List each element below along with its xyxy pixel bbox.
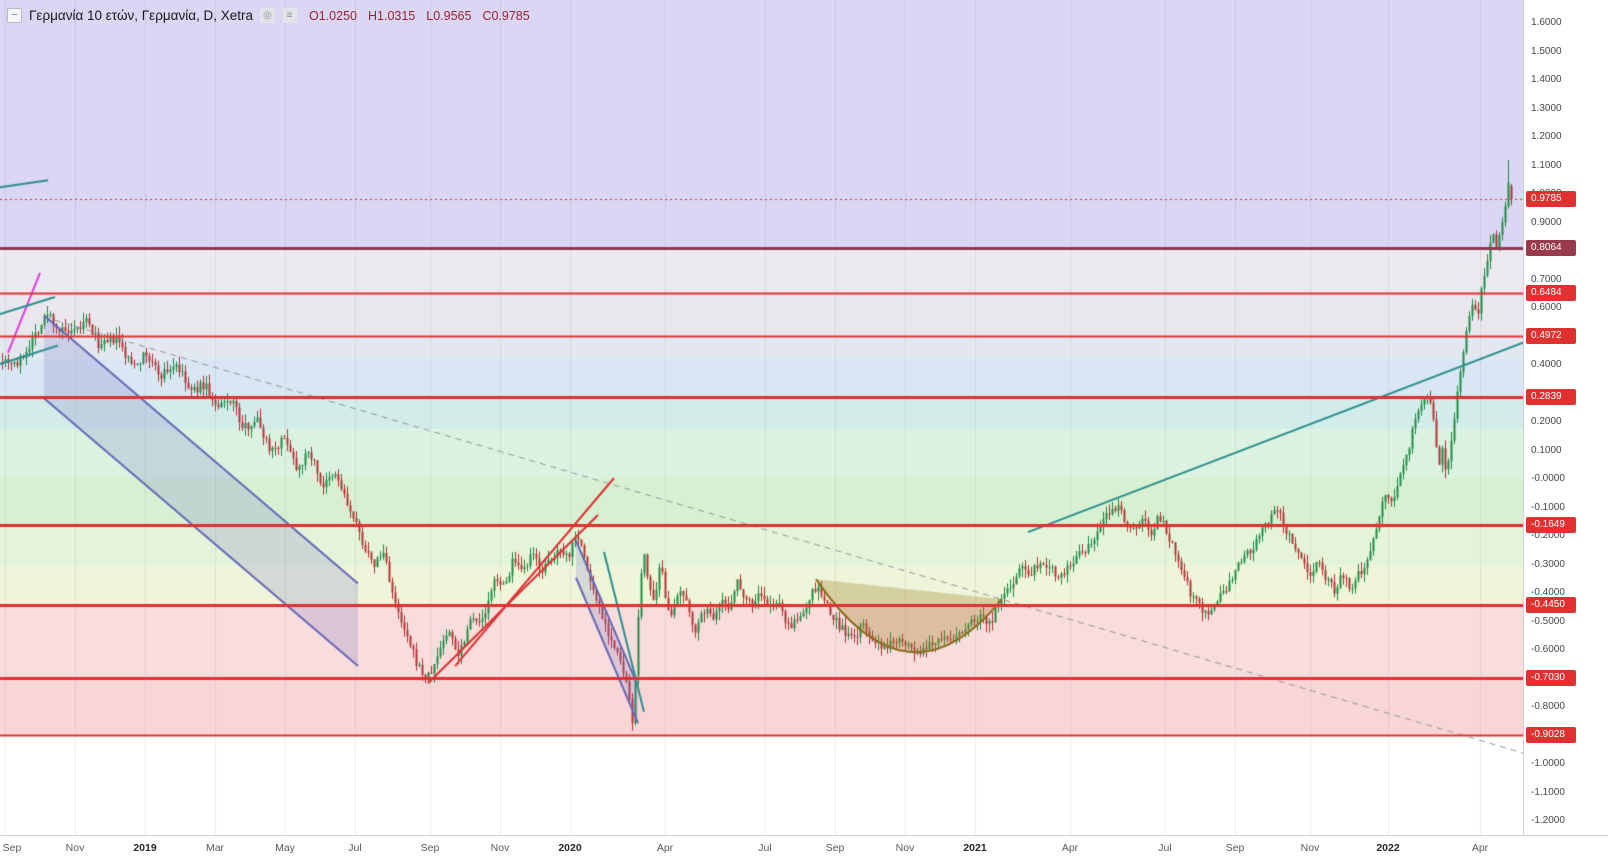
price-level-badge: -0.7030 [1526, 670, 1576, 687]
ohlc-h-value: H1.0315 [368, 8, 416, 23]
time-label: Sep [420, 842, 440, 854]
price-level-badge: 0.6484 [1526, 285, 1576, 302]
symbol-legend: − Γερμανία 10 ετών, Γερμανία, D, Xetra ◎… [7, 8, 530, 23]
legend-menu-icon[interactable]: ≡ [282, 8, 298, 23]
time-label: Jul [758, 842, 772, 854]
time-label: Apr [1471, 842, 1489, 854]
time-label: 2020 [558, 842, 582, 854]
price-tick: 0.2000 [1531, 416, 1562, 427]
price-tick: 1.2000 [1531, 131, 1562, 142]
price-tick: -0.3000 [1531, 558, 1565, 570]
price-level-badge: -0.4450 [1526, 596, 1576, 613]
time-label: 2019 [133, 842, 157, 854]
price-tick: 0.6000 [1531, 302, 1562, 313]
price-tick: -0.1000 [1531, 501, 1565, 513]
time-label: Mar [205, 842, 225, 854]
price-level-badge: -0.1649 [1526, 517, 1576, 533]
time-label: 2022 [1376, 842, 1400, 854]
price-tick: 1.5000 [1531, 45, 1562, 57]
price-tick: -0.4000 [1531, 587, 1565, 598]
time-label: May [275, 842, 295, 854]
price-level-badge: 0.9785 [1526, 191, 1576, 208]
symbol-title[interactable]: Γερμανία 10 ετών, Γερμανία, D, Xetra [29, 8, 254, 23]
time-label: Apr [656, 842, 674, 854]
price-chart-canvas[interactable] [0, 0, 1523, 835]
price-tick: 0.7000 [1531, 273, 1562, 285]
price-tick: 1.4000 [1531, 74, 1562, 85]
price-level-badge: 0.4972 [1526, 328, 1576, 345]
price-axis[interactable]: 1.60001.50001.40001.30001.20001.10001.00… [1523, 0, 1608, 835]
ohlc-values: O1.0250 H1.0315 L0.9565 C0.9785 [309, 9, 530, 23]
price-tick: -1.2000 [1531, 815, 1565, 826]
time-label: Nov [895, 842, 915, 854]
price-tick: 0.9000 [1531, 216, 1562, 228]
time-axis[interactable]: Sep Nov 2019 Mar May Jul Sep Nov 2020 Apr Jul Sep No… [0, 835, 1608, 866]
ohlc-o-value: O1.0250 [309, 8, 357, 23]
price-level-badge: -0.9028 [1526, 727, 1576, 744]
price-tick: 0.4000 [1531, 359, 1562, 370]
price-tick: -0.5000 [1531, 615, 1565, 627]
price-tick: 0.1000 [1531, 444, 1562, 456]
price-tick: 1.1000 [1531, 159, 1562, 171]
time-label: Nov [1300, 842, 1320, 854]
price-tick: -0.8000 [1531, 701, 1565, 712]
time-label: Sep [2, 842, 22, 854]
chart-plot-area[interactable]: − Γερμανία 10 ετών, Γερμανία, D, Xetra ◎… [0, 0, 1523, 835]
price-tick: -0.6000 [1531, 644, 1565, 655]
price-tick: -0.2000 [1531, 530, 1565, 541]
time-label: Jul [1158, 842, 1172, 854]
time-label: 2021 [963, 842, 987, 854]
time-label: Nov [65, 842, 85, 854]
time-label: Sep [825, 842, 845, 854]
price-level-badge: 0.2839 [1526, 389, 1576, 406]
price-tick: -0.0000 [1531, 473, 1565, 484]
ohlc-l-value: L0.9565 [426, 8, 472, 23]
legend-collapse-icon[interactable]: − [7, 8, 22, 23]
time-label: Nov [490, 842, 510, 854]
price-tick: 1.3000 [1531, 102, 1562, 114]
time-label: Sep [1225, 842, 1245, 854]
time-label: Apr [1061, 842, 1079, 854]
price-level-badge: 0.8064 [1526, 240, 1576, 257]
price-tick: -1.1000 [1531, 786, 1565, 798]
price-tick: 1.6000 [1531, 17, 1562, 28]
ohlc-c-value: C0.9785 [482, 8, 530, 23]
price-tick: -1.0000 [1531, 758, 1565, 769]
time-label: Jul [348, 842, 362, 854]
legend-eye-icon[interactable]: ◎ [260, 8, 276, 23]
